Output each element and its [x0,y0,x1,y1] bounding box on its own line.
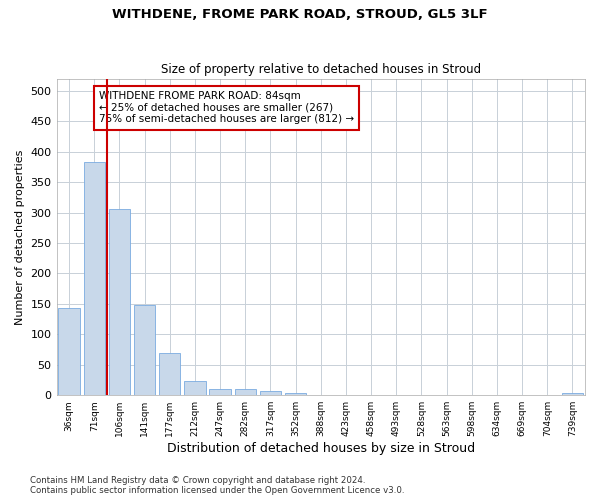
Text: Contains HM Land Registry data © Crown copyright and database right 2024.
Contai: Contains HM Land Registry data © Crown c… [30,476,404,495]
Y-axis label: Number of detached properties: Number of detached properties [15,149,25,324]
Bar [58,308,80,395]
Bar [134,305,155,395]
X-axis label: Distribution of detached houses by size in Stroud: Distribution of detached houses by size … [167,442,475,455]
Bar [159,352,181,395]
Title: Size of property relative to detached houses in Stroud: Size of property relative to detached ho… [161,63,481,76]
Bar [83,162,105,395]
Bar [562,394,583,395]
Bar [209,389,231,395]
Bar [184,380,206,395]
Bar [235,389,256,395]
Text: WITHDENE, FROME PARK ROAD, STROUD, GL5 3LF: WITHDENE, FROME PARK ROAD, STROUD, GL5 3… [112,8,488,20]
Bar [310,394,331,395]
Text: WITHDENE FROME PARK ROAD: 84sqm
← 25% of detached houses are smaller (267)
75% o: WITHDENE FROME PARK ROAD: 84sqm ← 25% of… [99,91,354,124]
Bar [260,391,281,395]
Bar [109,210,130,395]
Bar [285,394,307,395]
